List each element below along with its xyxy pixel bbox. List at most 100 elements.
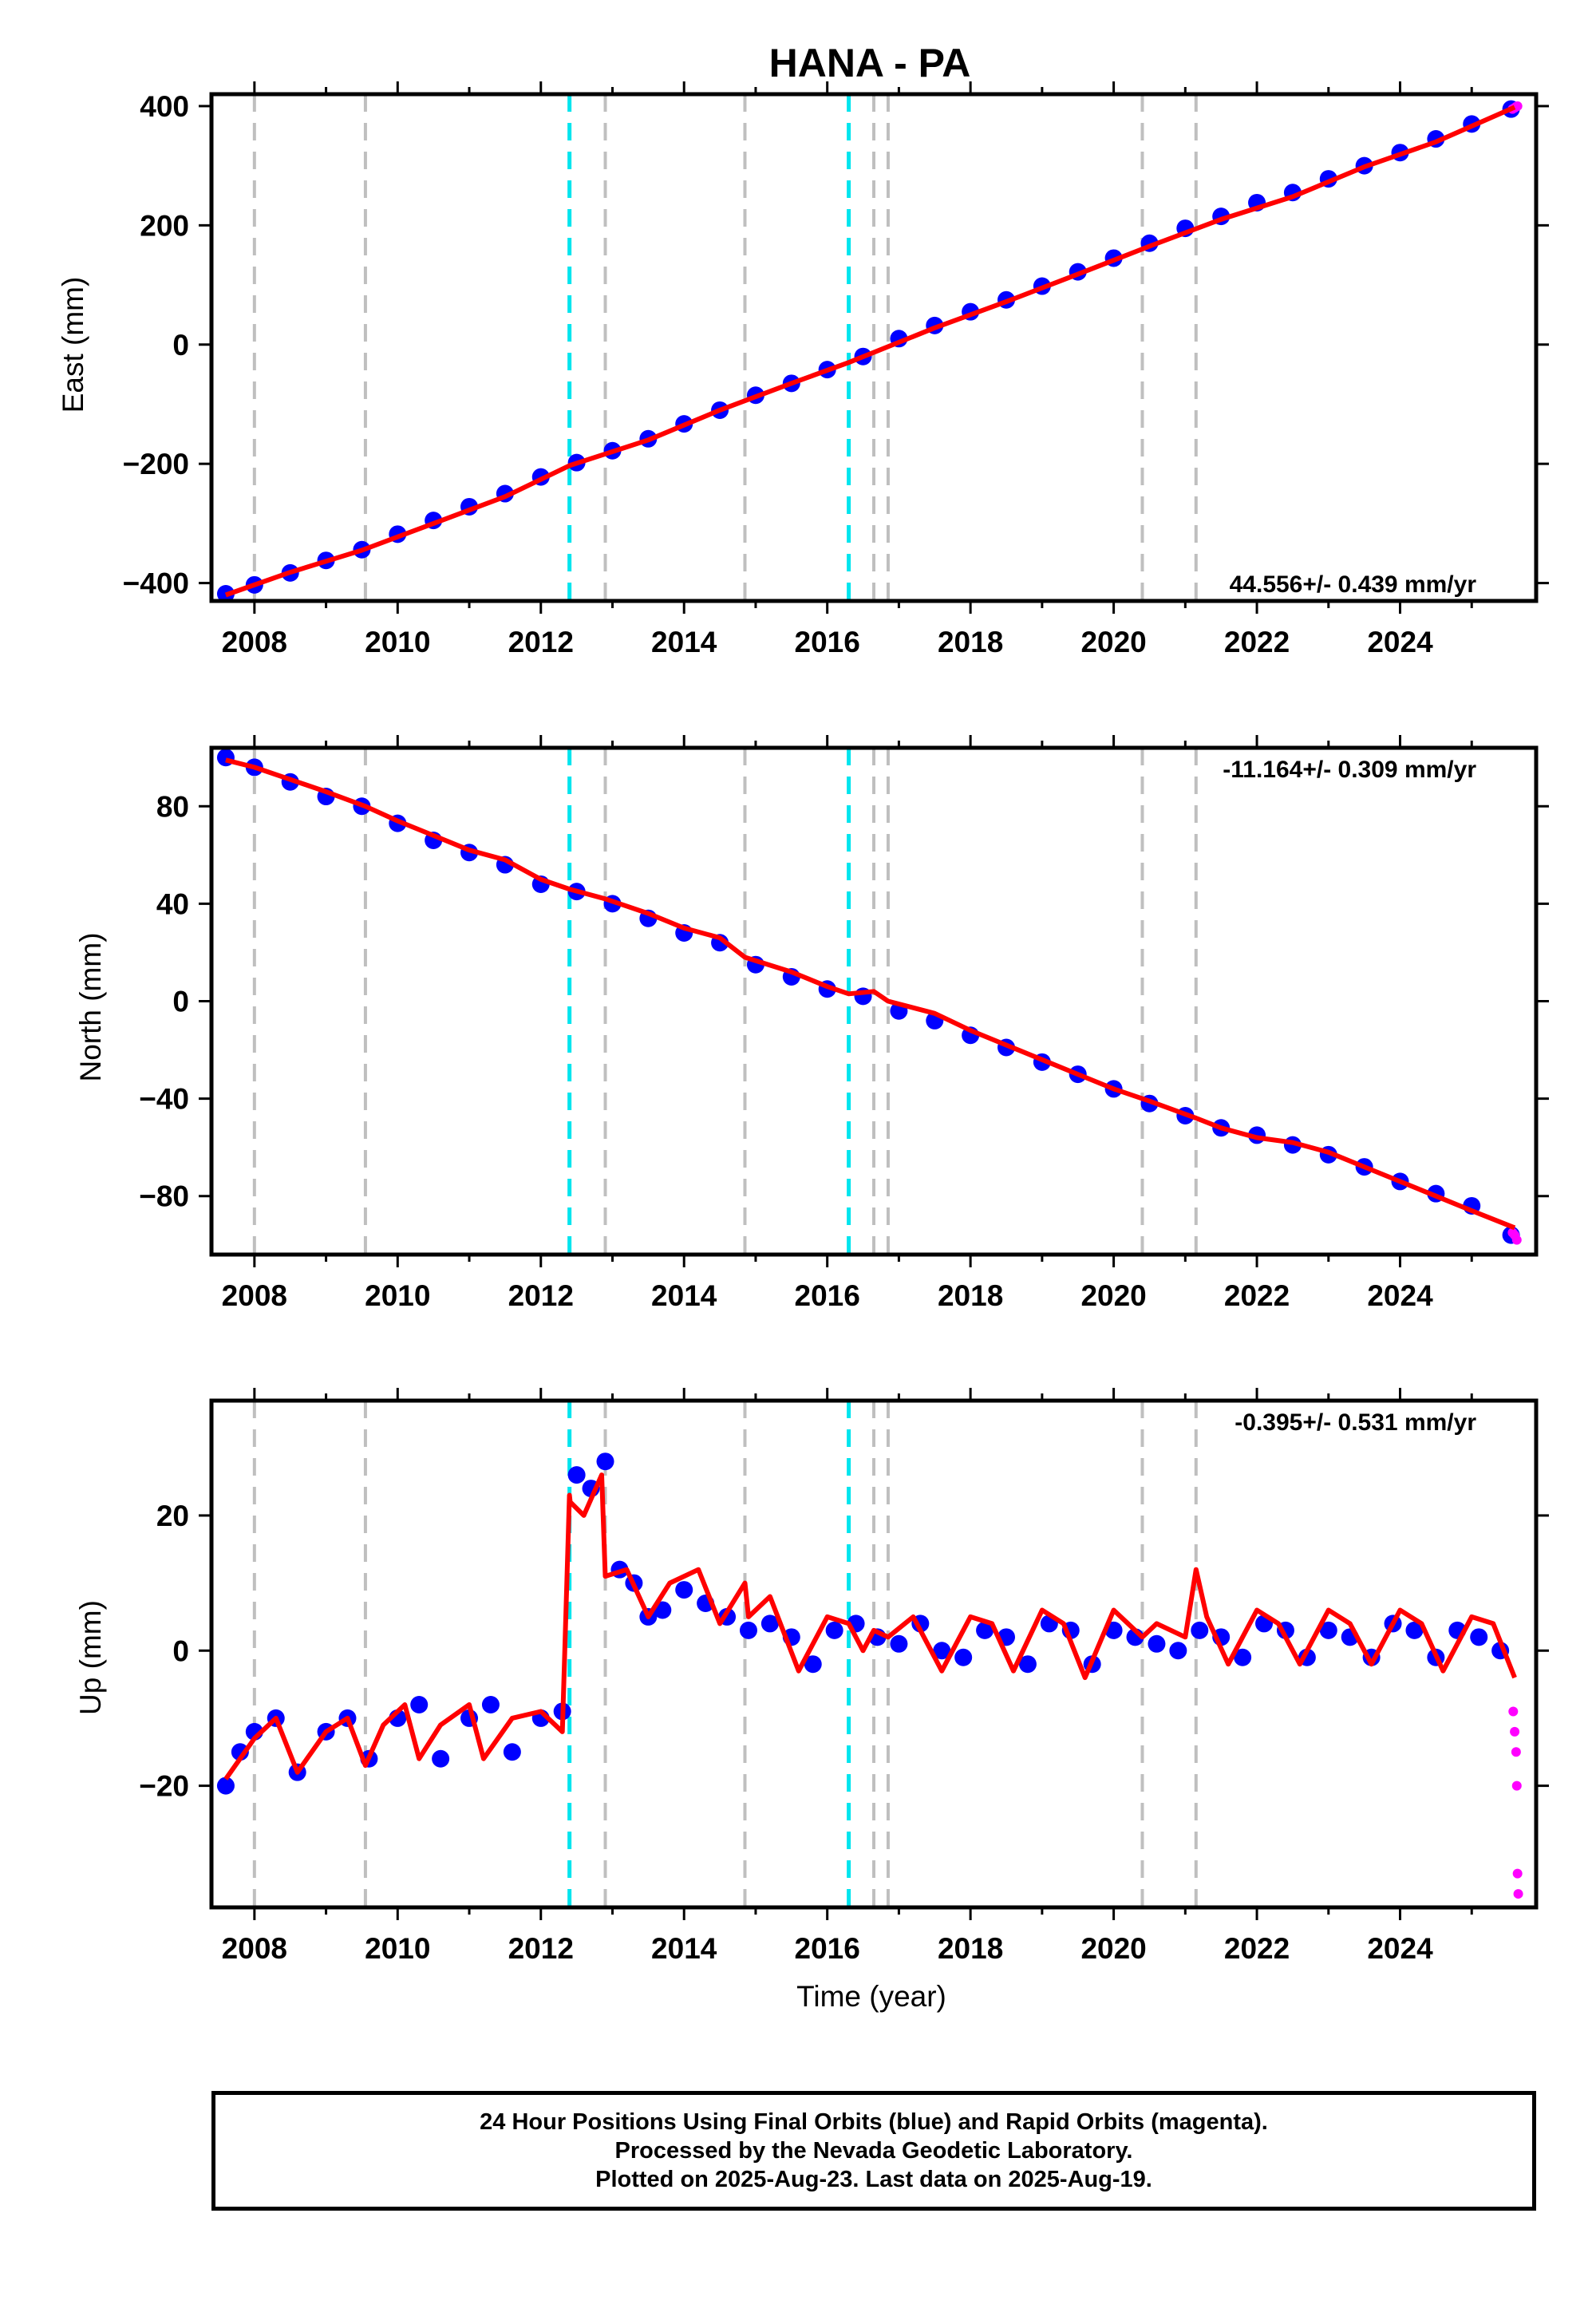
up-rapid-orbit-point (1508, 1706, 1519, 1717)
up-x-tick-label: 2010 (365, 1932, 430, 1965)
up-x-tick-label: 2012 (508, 1932, 574, 1965)
up-x-tick-label: 2020 (1080, 1932, 1146, 1965)
east-x-tick-label: 2014 (651, 626, 717, 658)
north-rate-label: -11.164+/- 0.309 mm/yr (1223, 757, 1476, 783)
up-final-orbit-point (1148, 1634, 1166, 1653)
north-x-tick-label: 2024 (1367, 1279, 1433, 1312)
east-y-tick-label: −400 (123, 567, 189, 600)
up-final-orbit-points (216, 1452, 1510, 1795)
north-ticks: 2008 2010 2012 2014 2016 2018 2020 2022 2024 −80 −… (139, 735, 1549, 1312)
east-rate-label: 44.556+/- 0.439 mm/yr (1230, 571, 1477, 598)
east-model-fit (224, 105, 1516, 598)
up-panel: 2008 2010 2012 2014 2016 2018 2020 2022 2024 −20 0… (74, 1388, 1549, 2013)
up-y-tick-label: 20 (156, 1500, 189, 1532)
caption-line-1: 24 Hour Positions Using Final Orbits (bl… (480, 2109, 1268, 2135)
east-y-tick-label: 0 (172, 329, 189, 362)
east-x-tick-label: 2018 (938, 626, 1003, 658)
up-final-orbit-point (1018, 1655, 1037, 1674)
north-y-axis-label: North (mm) (74, 932, 107, 1081)
up-ticks: 2008 2010 2012 2014 2016 2018 2020 2022 2024 −20 0… (139, 1388, 1549, 1965)
up-x-tick-label: 2022 (1224, 1932, 1290, 1965)
north-fit-line (225, 757, 1516, 1231)
north-rapid-orbit-point (1511, 1235, 1522, 1245)
north-y-tick-label: 80 (156, 790, 189, 823)
up-final-orbit-point (976, 1621, 994, 1639)
east-ticks: 2008 2010 2012 2014 2016 2018 2020 2022 2024 −400… (123, 81, 1549, 658)
up-final-orbit-point (1319, 1621, 1337, 1639)
caption-box: 24 Hour Positions Using Final Orbits (bl… (211, 2091, 1536, 2211)
north-final-orbit-points (216, 749, 1520, 1244)
up-x-tick-label: 2014 (651, 1932, 717, 1965)
north-x-tick-label: 2022 (1224, 1279, 1290, 1312)
east-y-axis-label: East (mm) (57, 277, 89, 413)
chart-title: HANA - PA (769, 41, 971, 85)
up-final-orbit-point (481, 1696, 500, 1713)
up-rapid-orbit-points (1508, 1706, 1523, 1899)
caption-line-3: Plotted on 2025-Aug-23. Last data on 202… (595, 2167, 1152, 2192)
north-y-tick-label: −40 (139, 1083, 189, 1116)
up-y-tick-label: −20 (139, 1770, 189, 1803)
up-final-orbit-point (216, 1777, 235, 1795)
up-frame (209, 1398, 1539, 1910)
up-fit-line (223, 1472, 1517, 1780)
up-final-orbit-point (739, 1621, 757, 1639)
up-final-orbit-point (1470, 1628, 1488, 1646)
up-final-orbit-point (675, 1581, 693, 1599)
east-plot-frame (209, 92, 1539, 603)
up-model-fit (223, 1472, 1517, 1780)
up-rapid-orbit-point (1511, 1747, 1521, 1757)
east-x-tick-label: 2010 (365, 626, 430, 658)
east-fit-line (224, 105, 1516, 598)
north-model-fit (225, 757, 1516, 1231)
north-x-tick-label: 2018 (938, 1279, 1003, 1312)
up-rapid-orbit-point (1512, 1868, 1523, 1879)
up-final-orbit-point (825, 1621, 843, 1639)
north-x-tick-label: 2014 (651, 1279, 717, 1312)
up-final-orbit-point (1169, 1642, 1187, 1660)
up-rapid-orbit-point (1511, 1780, 1522, 1791)
east-x-tick-label: 2024 (1367, 626, 1433, 658)
up-final-orbit-point (954, 1648, 973, 1666)
up-final-orbit-point (596, 1452, 614, 1471)
east-x-tick-label: 2020 (1080, 626, 1146, 658)
east-y-tick-label: 400 (140, 90, 189, 123)
up-x-tick-label: 2008 (222, 1932, 287, 1965)
east-y-tick-label: 200 (140, 209, 189, 242)
north-x-tick-label: 2012 (508, 1279, 574, 1312)
north-x-tick-label: 2016 (795, 1279, 860, 1312)
up-final-orbit-point (1191, 1621, 1209, 1639)
up-final-orbit-point (1405, 1621, 1424, 1639)
up-plot-frame (209, 1398, 1539, 1910)
north-x-tick-label: 2020 (1080, 1279, 1146, 1312)
north-y-tick-label: −80 (139, 1180, 189, 1213)
east-x-tick-label: 2022 (1224, 626, 1290, 658)
up-final-orbit-point (503, 1743, 521, 1761)
north-y-tick-label: 40 (156, 887, 189, 920)
east-x-tick-label: 2008 (222, 626, 287, 658)
up-x-tick-label: 2018 (938, 1932, 1003, 1965)
north-panel: 2008 2010 2012 2014 2016 2018 2020 2022 2024 −80 −… (74, 735, 1549, 1312)
up-rate-label: -0.395+/- 0.531 mm/yr (1235, 1409, 1476, 1436)
up-rapid-orbit-point (1513, 1889, 1523, 1899)
east-event-lines (252, 94, 1198, 601)
up-final-orbit-point (804, 1655, 822, 1674)
up-final-orbit-point (432, 1749, 450, 1768)
up-y-axis-label: Up (mm) (74, 1600, 107, 1715)
x-axis-label: Time (year) (796, 1980, 946, 2013)
up-event-lines (252, 1401, 1198, 1907)
up-rapid-orbit-point (1510, 1726, 1520, 1737)
north-x-tick-label: 2008 (222, 1279, 287, 1312)
up-final-orbit-point (933, 1642, 951, 1660)
north-x-tick-label: 2010 (365, 1279, 430, 1312)
east-y-tick-label: −200 (123, 448, 189, 480)
east-x-tick-label: 2016 (795, 626, 860, 658)
up-final-orbit-point (760, 1614, 779, 1633)
up-y-tick-label: 0 (172, 1634, 189, 1667)
east-final-orbit-points (216, 100, 1520, 603)
up-final-orbit-point (567, 1466, 586, 1484)
up-x-tick-label: 2016 (795, 1932, 860, 1965)
up-final-orbit-point (410, 1696, 429, 1713)
east-x-tick-label: 2012 (508, 626, 574, 658)
caption-line-2: Processed by the Nevada Geodetic Laborat… (614, 2138, 1133, 2164)
